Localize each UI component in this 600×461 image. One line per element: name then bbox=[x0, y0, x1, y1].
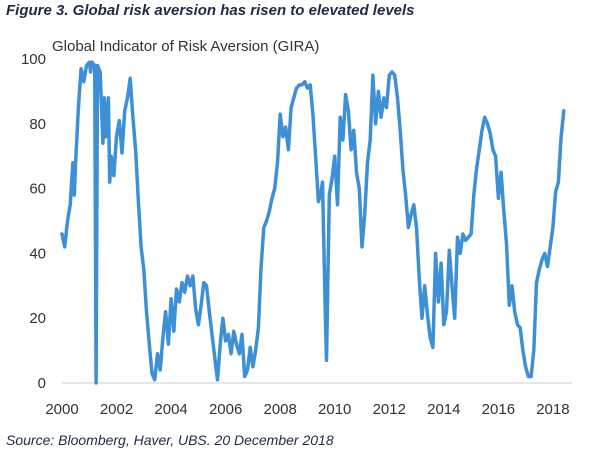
y-tick-label: 20 bbox=[29, 310, 46, 327]
x-tick-label: 2010 bbox=[318, 401, 351, 418]
figure-caption: Figure 3. Global risk aversion has risen… bbox=[6, 2, 415, 19]
y-tick-label: 40 bbox=[29, 245, 46, 262]
x-tick-label: 2004 bbox=[154, 401, 187, 418]
y-tick-label: 100 bbox=[21, 51, 46, 68]
plot-area bbox=[60, 60, 566, 385]
x-tick-label: 2014 bbox=[427, 401, 460, 418]
chart-title: Global Indicator of Risk Aversion (GIRA) bbox=[52, 38, 319, 55]
x-tick-label: 2008 bbox=[263, 401, 296, 418]
y-tick-label: 0 bbox=[38, 375, 46, 392]
x-axis: 2000 2002 2004 2006 2008 2010 2012 2014 2016 2018 bbox=[45, 401, 569, 418]
x-tick-label: 2018 bbox=[536, 401, 569, 418]
x-tick-label: 2012 bbox=[373, 401, 406, 418]
x-tick-label: 2002 bbox=[100, 401, 133, 418]
x-tick-label: 2006 bbox=[209, 401, 242, 418]
y-axis: 0 20 40 60 80 100 bbox=[21, 51, 46, 392]
x-tick-label: 2000 bbox=[45, 401, 78, 418]
x-tick-label: 2016 bbox=[482, 401, 515, 418]
figure-source: Source: Bloomberg, Haver, UBS. 20 Decemb… bbox=[6, 432, 334, 448]
y-tick-label: 80 bbox=[29, 116, 46, 133]
series-line-0 bbox=[60, 60, 566, 385]
y-tick-label: 60 bbox=[29, 181, 46, 198]
